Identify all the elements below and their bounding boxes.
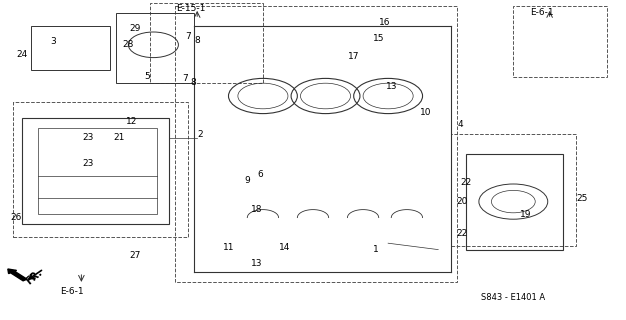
Text: 5: 5 (144, 72, 150, 81)
Bar (13, 102, 188, 237)
Text: E-6-1: E-6-1 (60, 287, 84, 296)
Text: 18: 18 (251, 205, 262, 214)
Text: 6: 6 (257, 170, 263, 179)
Text: 4: 4 (458, 120, 463, 129)
Text: 16: 16 (379, 18, 391, 27)
Text: 12: 12 (126, 117, 137, 126)
Text: FR.: FR. (24, 267, 44, 286)
Text: 13: 13 (386, 82, 397, 91)
Text: 8: 8 (194, 36, 200, 44)
Text: 3: 3 (50, 37, 56, 46)
Text: 20: 20 (456, 197, 468, 206)
Bar (451, 134, 576, 246)
Text: 17: 17 (348, 52, 359, 60)
Text: 2: 2 (198, 130, 203, 139)
Text: 11: 11 (223, 244, 234, 252)
Text: 7: 7 (182, 74, 188, 83)
Text: 26: 26 (10, 213, 21, 222)
Text: 24: 24 (16, 50, 28, 59)
Text: 7: 7 (185, 32, 191, 41)
Text: 14: 14 (279, 244, 290, 252)
Text: E-15-1: E-15-1 (177, 4, 205, 12)
Text: 23: 23 (82, 159, 93, 168)
Text: 10: 10 (420, 108, 431, 116)
Bar (513, 6, 607, 77)
Text: 25: 25 (577, 194, 588, 203)
Text: 21: 21 (113, 133, 125, 142)
Text: 19: 19 (520, 210, 531, 219)
Bar (150, 3, 263, 83)
Text: 13: 13 (251, 260, 262, 268)
Text: 27: 27 (129, 252, 140, 260)
Text: 22: 22 (461, 178, 472, 187)
Text: 9: 9 (244, 176, 250, 185)
Text: 23: 23 (82, 133, 93, 142)
Text: 15: 15 (373, 34, 384, 43)
Text: 29: 29 (129, 24, 140, 33)
Text: S843 - E1401 A: S843 - E1401 A (481, 293, 545, 302)
FancyArrow shape (8, 269, 27, 281)
Text: 1: 1 (372, 245, 379, 254)
Text: E-6-1: E-6-1 (530, 8, 553, 17)
Text: 22: 22 (456, 229, 468, 238)
Text: 28: 28 (123, 40, 134, 49)
Text: 8: 8 (190, 78, 196, 87)
